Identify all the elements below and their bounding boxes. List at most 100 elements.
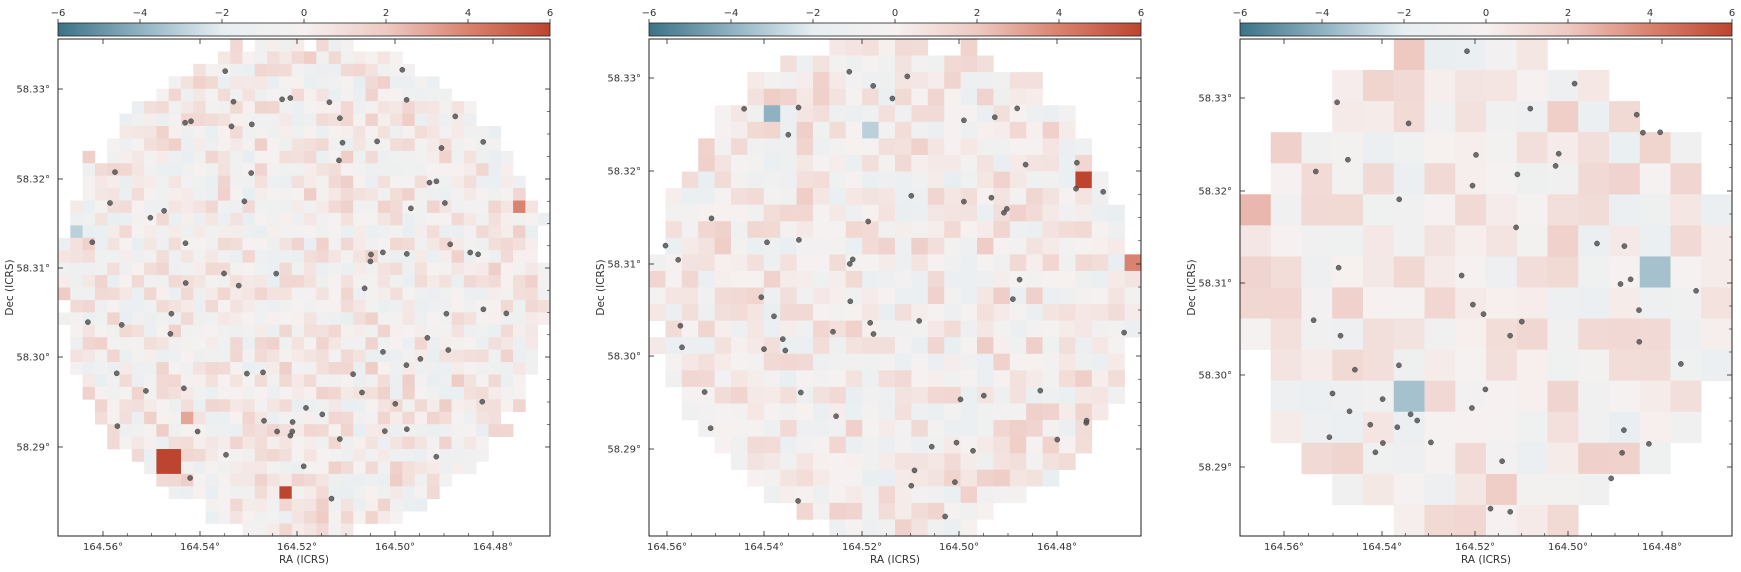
heatmap-cell [649,270,666,288]
heatmap-cell [1516,39,1548,71]
heatmap-cell [168,362,182,375]
heatmap-cell [525,200,538,214]
heatmap-cell [813,453,830,471]
heatmap-cell [340,337,354,350]
heatmap-cell [500,374,514,388]
heatmap-cell [488,200,502,214]
source-point [1513,224,1519,231]
heatmap-cell [279,473,292,487]
heatmap-cell [390,51,403,65]
heatmap-cell [304,337,317,350]
heatmap-cell [70,337,83,350]
heatmap-cell [267,63,280,77]
heatmap-cell [747,304,765,321]
heatmap-cell [340,287,354,301]
heatmap-cell [217,212,231,226]
heatmap-cell [291,76,305,90]
heatmap-cell [1455,411,1487,444]
source-point [662,242,669,249]
source-point [403,97,410,103]
heatmap-cell [927,486,945,504]
heatmap-cell [993,436,1011,454]
heatmap-cell [878,486,896,504]
heatmap-cell [279,399,292,413]
heatmap-cell [927,453,945,471]
heatmap-cell [414,250,428,263]
heatmap-cell [427,150,440,164]
heatmap-cell [714,386,732,404]
heatmap-cell [862,287,879,305]
heatmap-cell [1026,320,1043,338]
heatmap-cell [439,262,452,276]
heatmap-cell [377,200,391,214]
heatmap-cell [1424,380,1456,413]
heatmap-cell [1026,270,1043,288]
source-point [846,68,853,75]
source-point [1380,440,1386,446]
source-point [1507,508,1513,515]
heatmap-cell [1026,188,1043,205]
heatmap-cell [365,411,379,425]
heatmap-cell [279,113,292,127]
heatmap-cell [230,436,243,450]
heatmap-cell [131,436,145,450]
heatmap-cell [993,254,1011,272]
heatmap-cell [242,511,256,524]
source-point [289,419,296,425]
heatmap-cell [82,275,96,288]
heatmap-cell [537,299,551,313]
heatmap-cell [316,299,329,313]
heatmap-cell [476,200,489,214]
heatmap-cell [895,502,912,520]
heatmap-cell [316,461,329,475]
heatmap-cell [254,150,268,164]
heatmap-cell [193,374,206,388]
source-point [222,68,228,74]
heatmap-cell [230,498,243,512]
heatmap-cell [217,362,231,375]
heatmap-cell [365,461,379,475]
heatmap-cell [365,362,379,375]
heatmap-cell [960,254,978,272]
heatmap-cell [414,299,428,313]
heatmap-cell [476,312,489,326]
heatmap-cell [488,150,502,164]
heatmap-cell [927,370,945,388]
heatmap-cell [365,237,379,251]
source-point [337,115,343,121]
heatmap-cell [1075,436,1093,454]
heatmap-cell [451,275,465,288]
heatmap-cell [217,237,231,251]
heatmap-cell [763,105,781,123]
heatmap-cell [1609,318,1641,350]
heatmap-cell [193,287,206,301]
heatmap-cell [230,461,243,475]
heatmap-cell [414,188,428,201]
heatmap-cell [119,349,133,363]
heatmap-cell [525,349,538,363]
heatmap-cell [205,125,219,139]
heatmap-cell [714,270,732,288]
heatmap-cell [960,154,978,172]
heatmap-cell [144,424,157,437]
heatmap-cell [328,212,342,226]
heatmap-cell [1108,337,1125,355]
heatmap-cell [1424,70,1456,102]
heatmap-cell [895,304,912,321]
heatmap-cell [340,63,354,77]
heatmap-cell [747,105,765,123]
heatmap-cell [291,200,305,214]
heatmap-cell [1075,270,1093,288]
heatmap-cell [107,386,120,400]
heatmap-cell [205,337,219,350]
heatmap-cell [377,275,391,288]
source-point [1372,449,1379,456]
source-point [89,239,96,245]
heatmap-cell [1075,171,1093,189]
heatmap-cell [681,237,699,255]
heatmap-cell [1026,121,1043,139]
heatmap-cell [1609,163,1641,195]
heatmap-cell [144,250,157,263]
heatmap-cell [500,386,514,400]
heatmap-cell [254,374,268,388]
